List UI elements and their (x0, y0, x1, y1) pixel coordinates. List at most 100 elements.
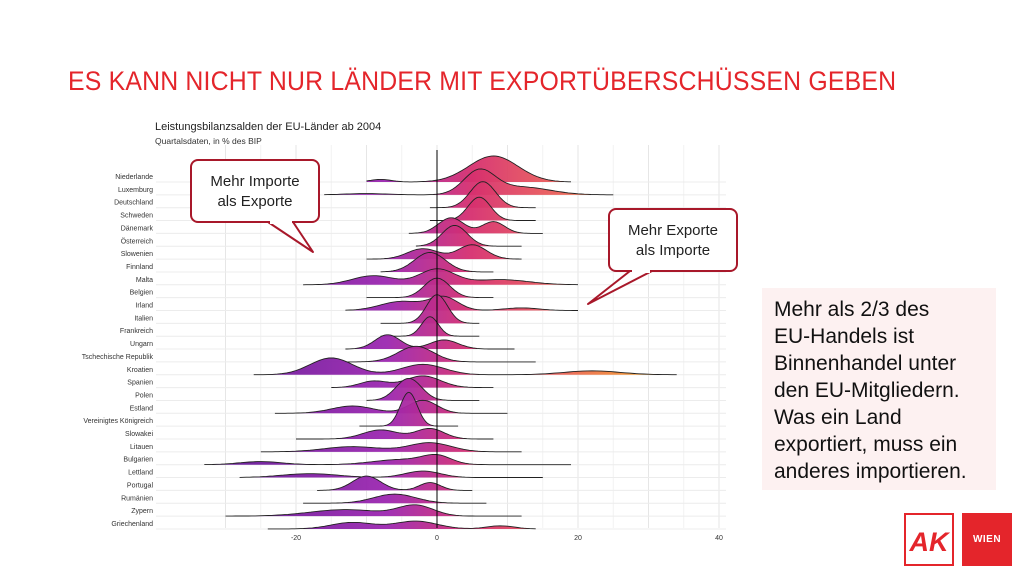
country-label: Belgien (130, 290, 153, 297)
callout-left-line-1: Mehr Importe (210, 173, 300, 190)
ridge-outline (303, 268, 579, 286)
slide-title: ES KANN NICHT NUR LÄNDER MIT EXPORTÜBERS… (68, 66, 897, 96)
country-label: Luxemburg (118, 187, 153, 194)
ridge-outline (317, 475, 473, 491)
ridge-outline (345, 334, 515, 350)
info-box: Mehr als 2/3 des EU-Handels ist Binnenha… (762, 288, 996, 490)
ridge-outline (415, 224, 522, 247)
country-label: Zypern (131, 508, 153, 515)
callout-more-imports: Mehr Importe als Exporte (190, 159, 320, 223)
x-tick-label: 40 (715, 535, 723, 542)
country-label: Irland (135, 303, 153, 310)
ridge-outline (359, 391, 459, 427)
callout-more-exports: Mehr Exporte als Importe (608, 208, 738, 272)
ridge-outline (253, 357, 677, 376)
ridge-outline (274, 399, 508, 414)
ridge-area (429, 181, 536, 208)
country-label: Kroatien (127, 367, 153, 374)
ridge-outline (366, 277, 494, 299)
ridge-area (303, 268, 578, 285)
ridge-area (345, 296, 578, 311)
callout-right-line-1: Mehr Exporte (627, 222, 719, 239)
country-label: Österreich (121, 237, 153, 245)
ridge-area (345, 334, 515, 350)
ridge-area (415, 225, 522, 247)
ridge-outline (366, 155, 571, 183)
country-labels: Niederlande Luxemburg Deutschland Schweden D… (82, 174, 154, 528)
callout-right-line-2: als Importe (635, 242, 711, 259)
country-label: Lettland (128, 470, 153, 477)
ridge-area (274, 400, 508, 414)
ridge-area (429, 197, 536, 221)
ridge-area (260, 442, 522, 452)
info-line-3: Binnenhandel unter (774, 352, 957, 375)
info-line-2: EU-Handels ist (774, 325, 915, 348)
x-tick-label: 20 (574, 535, 582, 542)
ridge-outline (380, 316, 480, 337)
country-label: Niederlande (115, 174, 153, 181)
country-label: Frankreich (120, 328, 153, 335)
ridge-outline (366, 377, 480, 401)
ridge-outline (331, 375, 494, 389)
country-label: Dänemark (121, 225, 154, 232)
country-label: Malta (136, 277, 153, 284)
ridge-area (296, 428, 494, 439)
info-line-7: anderes importieren. (774, 460, 967, 483)
country-label: Slowakei (125, 431, 153, 438)
country-label: Schweden (120, 213, 153, 220)
ridge-area (303, 494, 487, 504)
ridge-outline (267, 520, 536, 530)
ak-logo-text: AK (909, 527, 951, 557)
info-line-6: exportiert, muss ein (774, 433, 958, 456)
ridge-area (366, 278, 494, 298)
ridge-area (204, 454, 572, 465)
ridge-area (359, 392, 459, 427)
ak-logo-mark: AK (909, 527, 951, 557)
ridge-outline (324, 168, 614, 196)
ridge-outline (345, 295, 578, 311)
country-label: Griechenland (111, 521, 153, 528)
wien-logo-text: WIEN (972, 534, 1002, 545)
ridge-area (366, 378, 480, 401)
ridge-outline (380, 294, 480, 324)
ridge-area (324, 168, 614, 195)
ridge-area (239, 471, 543, 478)
info-line-1: Mehr als 2/3 des (774, 298, 930, 321)
ridge-outline (408, 217, 543, 234)
ridges (204, 150, 677, 530)
ridge-outline (366, 244, 522, 260)
callout-left-line-2: als Exporte (217, 193, 293, 210)
x-tick-label: 0 (435, 535, 439, 542)
x-axis-ticks: -20 0 20 40 (291, 535, 723, 542)
country-label: Vereinigtes Königreich (83, 418, 153, 425)
country-label: Bulgarien (123, 457, 153, 464)
ridge-outline (204, 453, 571, 466)
country-label: Ungarn (130, 341, 153, 348)
ridge-outline (225, 504, 522, 517)
info-line-4: den EU-Mitgliedern. (774, 379, 960, 402)
ridge-outline (260, 442, 522, 453)
country-label: Litauen (130, 444, 153, 451)
country-label: Tschechische Republik (82, 354, 154, 361)
country-label: Slowenien (121, 251, 153, 258)
country-label: Rumänien (121, 495, 153, 502)
ridge-area (267, 521, 536, 529)
country-label: Polen (135, 392, 153, 399)
country-label: Portugal (127, 482, 154, 489)
ak-logo: AK (904, 513, 954, 566)
country-label: Estland (130, 405, 153, 412)
wien-logo: WIEN (962, 513, 1012, 566)
info-line-5: Was ein Land (774, 406, 902, 429)
ridge-outline (239, 470, 543, 478)
ridge-outline (345, 345, 536, 363)
ridge-area (380, 316, 480, 337)
chart-subtitle: Quartalsdaten, in % des BIP (155, 136, 262, 146)
country-label: Italien (134, 315, 153, 322)
ridge-outline (296, 427, 494, 440)
country-label: Spanien (127, 380, 153, 387)
x-tick-label: -20 (291, 535, 301, 542)
country-label: Finnland (126, 264, 153, 271)
country-label: Deutschland (114, 200, 153, 207)
ridge-area (345, 346, 536, 362)
ridge-area (225, 504, 522, 517)
